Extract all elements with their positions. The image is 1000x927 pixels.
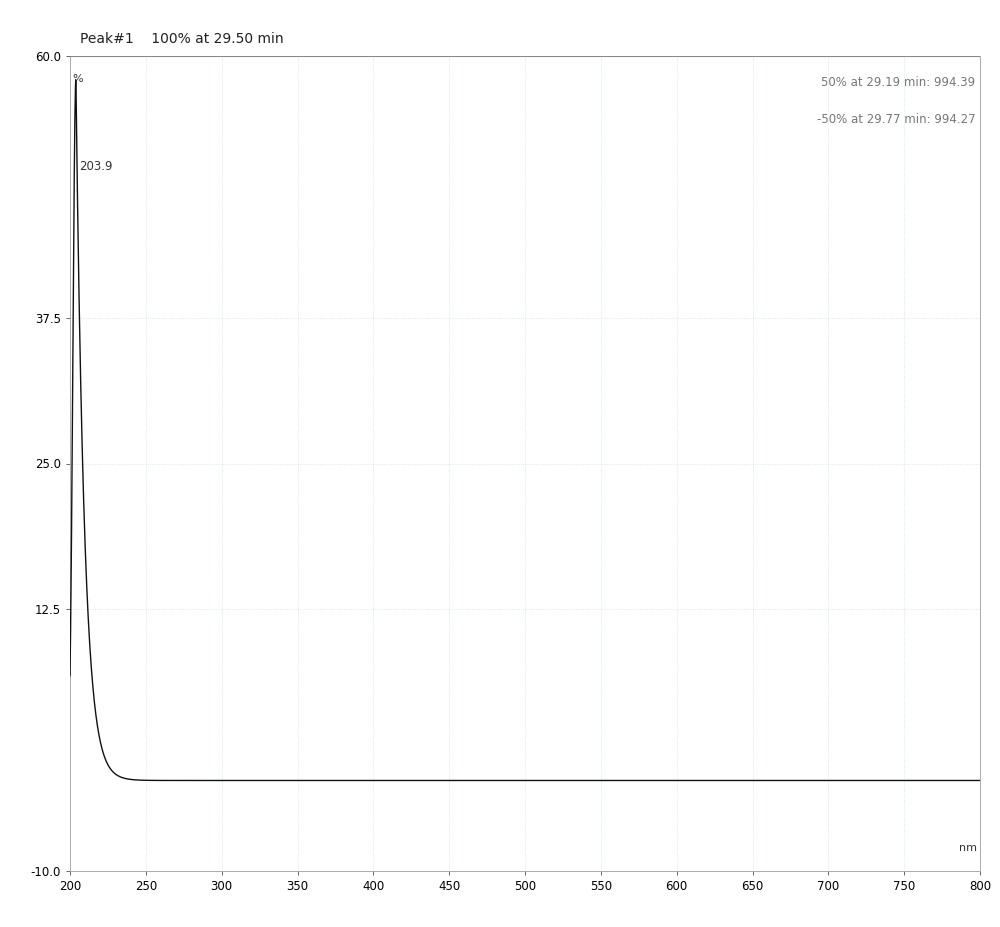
Text: -50% at 29.77 min: 994.27: -50% at 29.77 min: 994.27 [817, 113, 975, 126]
Text: 50% at 29.19 min: 994.39: 50% at 29.19 min: 994.39 [821, 76, 975, 89]
Text: Peak#1    100% at 29.50 min: Peak#1 100% at 29.50 min [80, 32, 284, 46]
Text: %: % [73, 73, 83, 83]
Text: nm: nm [959, 844, 977, 854]
Text: 203.9: 203.9 [79, 160, 112, 173]
